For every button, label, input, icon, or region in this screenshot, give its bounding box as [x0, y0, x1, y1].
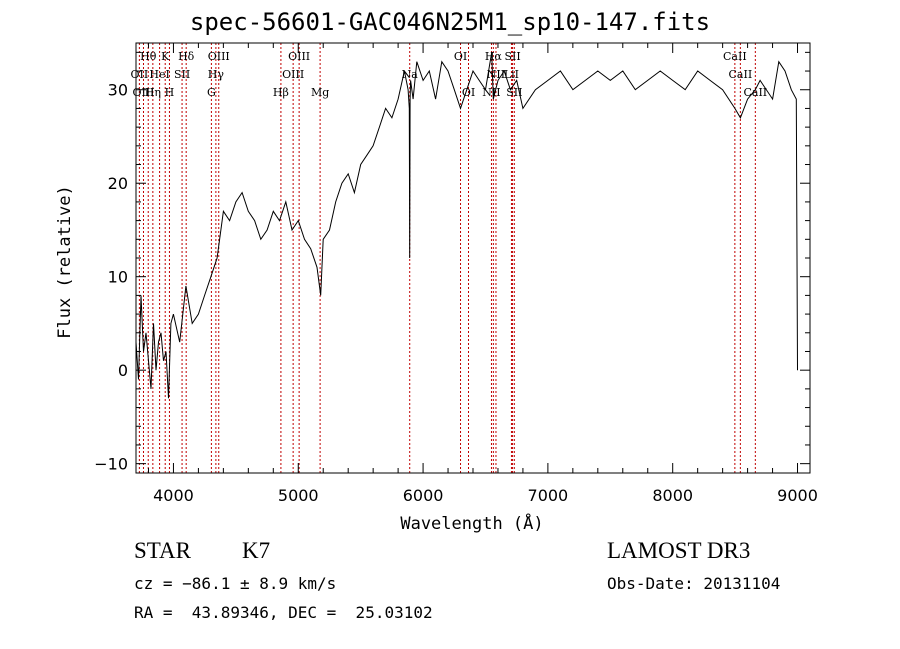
spectral-line-label: Hγ: [208, 68, 225, 81]
x-tick-label: 8000: [652, 486, 693, 505]
spectral-line-label: H: [165, 86, 175, 99]
x-tick-label: 9000: [777, 486, 818, 505]
y-tick-label: −10: [94, 455, 128, 474]
spectral-line-label: NII: [482, 86, 500, 99]
chart-title: spec-56601-GAC046N25M1_sp10-147.fits: [189, 8, 711, 36]
object-class: STAR: [134, 538, 191, 563]
spectral-line-label: K: [161, 50, 170, 63]
x-tick-label: 6000: [403, 486, 444, 505]
spectral-line-label: SII: [174, 68, 190, 81]
redshift-velocity: cz = −86.1 ± 8.9 km/s: [134, 574, 337, 593]
x-axis-label: Wavelength (Å): [400, 512, 543, 534]
spectral-line-label: CaII: [729, 68, 753, 81]
spectral-line-label: CaII: [743, 86, 767, 99]
spectral-line-label: OIII: [208, 50, 230, 63]
x-tick-label: 5000: [278, 486, 319, 505]
y-tick-label: 20: [108, 174, 128, 193]
spectral-line-label: Mg: [311, 86, 329, 99]
spectral-line-label: Hη: [145, 86, 161, 99]
x-tick-label: 4000: [153, 486, 194, 505]
spectral-line-label: G: [207, 86, 216, 99]
spectral-line-label: OIII: [282, 68, 304, 81]
x-axis-ticks: 4000 5000 6000 7000 8000 9000: [147, 43, 818, 505]
spectral-line-label: NII: [487, 68, 505, 81]
y-tick-label: 10: [108, 268, 128, 287]
object-subclass: K7: [242, 538, 271, 563]
spectral-line-label: SII: [504, 50, 520, 63]
spectral-line-label: CaII: [723, 50, 747, 63]
spectral-line-label: Hδ: [178, 50, 195, 63]
y-axis-ticks: −10 0 10 20 30: [94, 51, 810, 474]
y-axis-label: Flux (relative): [55, 185, 75, 339]
coordinates: RA = 43.89346, DEC = 25.03102: [134, 603, 433, 622]
x-tick-label: 7000: [528, 486, 569, 505]
spectral-line-label: HeI: [149, 68, 169, 81]
spectral-line-label: Hβ: [273, 86, 289, 99]
spectral-line-label: OII: [131, 68, 149, 81]
y-tick-label: 0: [118, 361, 128, 380]
spectral-line-label: LiI: [504, 68, 519, 81]
spectral-line-label: OIII: [288, 50, 310, 63]
spectrum-series-line: [135, 52, 798, 399]
plot-frame: [135, 42, 811, 474]
spectral-line-label: Hθ: [140, 50, 157, 63]
spectral-line-label: Hα: [485, 50, 503, 63]
y-tick-label: 30: [108, 81, 128, 100]
spectral-line-label: OI: [454, 50, 467, 63]
survey-name: LAMOST DR3: [607, 538, 751, 563]
spectral-line-markers: [138, 43, 756, 473]
observation-date: Obs-Date: 20131104: [607, 574, 781, 593]
